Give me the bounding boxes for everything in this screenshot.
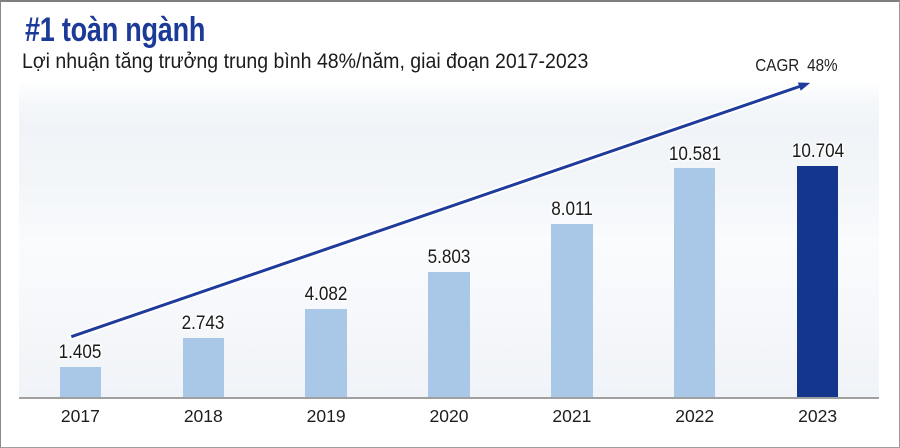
- bar-2017: [59, 366, 102, 397]
- year-label-2019: 2019: [306, 406, 346, 426]
- bar-2022: [674, 168, 716, 397]
- x-axis-line: [19, 396, 879, 399]
- bar-2020: [428, 271, 470, 397]
- year-label-2023: 2023: [798, 406, 838, 426]
- cagr-value: 48%: [807, 54, 838, 75]
- year-label-2017: 2017: [60, 406, 100, 426]
- value-label-2021: 8.011: [551, 199, 593, 221]
- value-label-2017: 1.405: [58, 342, 102, 364]
- page-title: #1 toàn ngành: [24, 11, 205, 49]
- value-label-2019: 4.082: [304, 284, 348, 306]
- value-label-2018: 2.743: [181, 313, 225, 335]
- value-label-2023: 10.704: [791, 141, 844, 163]
- cagr-label: CAGR: [755, 54, 800, 75]
- bar-2019: [305, 308, 347, 397]
- value-label-2022: 10.581: [668, 143, 721, 165]
- year-label-2018: 2018: [183, 406, 223, 426]
- bar-2023: [796, 165, 839, 397]
- value-label-2020: 5.803: [427, 247, 471, 269]
- year-label-2022: 2022: [675, 406, 715, 426]
- bar-2021: [551, 223, 593, 397]
- year-label-2020: 2020: [429, 406, 469, 426]
- cagr-annotation: CAGR 48%: [756, 55, 838, 76]
- bar-2018: [182, 337, 224, 397]
- chart-subtitle: Lợi nhuận tăng trưởng trung bình 48%/năm…: [21, 49, 588, 73]
- year-label-2021: 2021: [552, 406, 592, 426]
